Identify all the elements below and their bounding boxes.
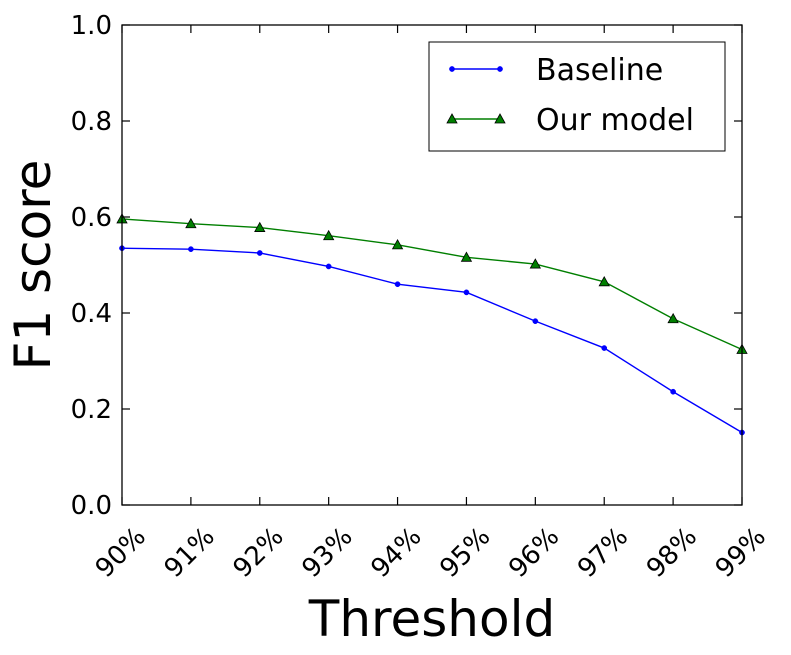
legend-marker-start bbox=[446, 113, 458, 124]
series-2 bbox=[116, 213, 748, 354]
legend: Baseline Our model bbox=[428, 41, 726, 152]
y-tick-label: 1.0 bbox=[71, 11, 112, 41]
series-line bbox=[121, 218, 743, 351]
data-point bbox=[670, 388, 676, 395]
x-tick-label: 99% bbox=[710, 522, 772, 584]
data-point bbox=[460, 251, 473, 262]
data-point bbox=[394, 281, 401, 288]
data-point bbox=[532, 318, 539, 325]
data-point bbox=[256, 250, 263, 256]
legend-label: Our model bbox=[536, 103, 694, 138]
series-1 bbox=[119, 245, 745, 436]
data-point bbox=[185, 217, 197, 229]
data-point bbox=[529, 258, 542, 269]
series-layer bbox=[116, 213, 748, 436]
y-axis-title: F1 score bbox=[4, 160, 62, 371]
legend-box bbox=[428, 41, 726, 152]
data-point bbox=[667, 312, 679, 324]
x-tick-label: 90% bbox=[90, 522, 152, 584]
data-point bbox=[322, 229, 335, 241]
y-tick-label: 0.8 bbox=[71, 107, 112, 137]
data-point bbox=[325, 263, 332, 270]
legend-item-2: Our model bbox=[446, 103, 694, 138]
data-point bbox=[391, 239, 404, 250]
legend-marker-start bbox=[449, 66, 455, 72]
y-tick-label: 0.0 bbox=[71, 491, 112, 521]
data-point bbox=[188, 246, 194, 253]
data-point bbox=[598, 275, 610, 287]
y-tick-label: 0.4 bbox=[71, 299, 112, 329]
x-axis-title: Threshold bbox=[308, 590, 555, 648]
x-tick-label: 96% bbox=[503, 522, 565, 584]
data-point bbox=[254, 221, 266, 232]
y-tick-label: 0.6 bbox=[71, 203, 112, 233]
x-tick-label: 97% bbox=[572, 522, 634, 584]
plot-frame bbox=[121, 24, 743, 506]
series-line bbox=[121, 247, 743, 434]
x-tick-label: 94% bbox=[365, 522, 427, 584]
legend-marker-end bbox=[494, 113, 506, 124]
legend-item-1: Baseline bbox=[449, 53, 663, 88]
legend-label: Baseline bbox=[536, 53, 663, 88]
x-tick-label: 93% bbox=[297, 522, 359, 584]
x-tick-label: 91% bbox=[159, 522, 221, 584]
legend-marker-end bbox=[497, 66, 503, 72]
data-point bbox=[601, 345, 608, 351]
data-point bbox=[463, 289, 470, 296]
x-tick-label: 95% bbox=[434, 522, 496, 584]
x-tick-label: 98% bbox=[641, 522, 703, 584]
y-tick-label: 0.2 bbox=[71, 395, 112, 425]
x-tick-label: 92% bbox=[228, 522, 290, 584]
